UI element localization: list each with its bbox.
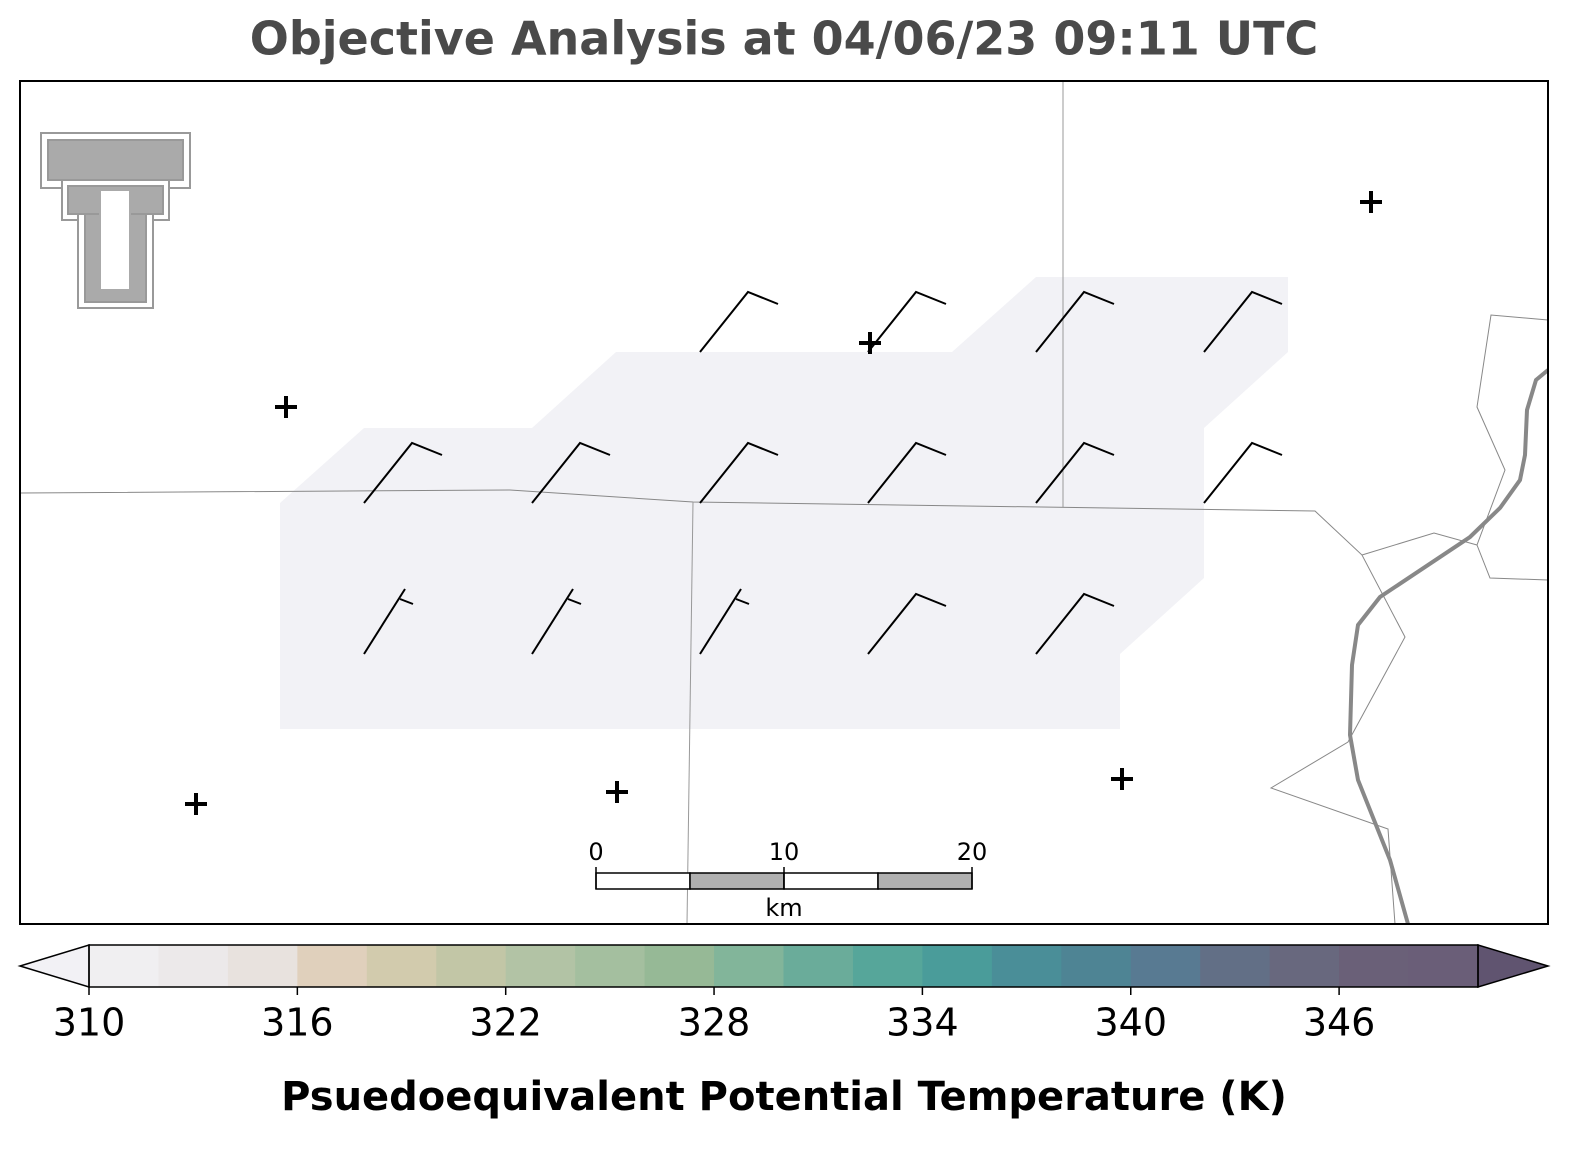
wind-barb (1203, 441, 1283, 504)
county-line (1476, 314, 1549, 581)
scale-tick-label: 20 (957, 838, 988, 866)
colorbar-bin (1130, 945, 1201, 987)
scale-segment (595, 872, 691, 890)
colorbar-tick-label: 322 (469, 1001, 542, 1045)
colorbar-tick-label: 310 (53, 1001, 126, 1045)
scale-segment (689, 872, 785, 890)
scale-tick-label: 10 (769, 838, 800, 866)
wind-barb (1203, 290, 1283, 353)
wind-barb (867, 592, 947, 655)
colorbar-bin (89, 945, 159, 987)
scale-tick-label: 0 (588, 838, 603, 866)
scale-segment (783, 872, 879, 890)
colorbar-tick-label: 346 (1303, 1001, 1376, 1045)
title: Objective Analysis at 04/06/23 09:11 UTC (250, 12, 1319, 66)
colorbar-bin (227, 945, 298, 987)
colorbar-bin (1061, 945, 1132, 987)
colorbar-bin (1408, 945, 1479, 987)
wind-barb (735, 598, 750, 605)
wind-barbs (363, 290, 1283, 655)
wind-barb (699, 290, 779, 353)
colorbar-bin (714, 945, 784, 987)
colorbar-bin (505, 945, 576, 987)
wind-barb (699, 588, 742, 655)
scale-bar: km 0 10 20 (588, 838, 987, 922)
wind-barb (1035, 592, 1115, 655)
wind-barb (1035, 441, 1115, 504)
colorbar-bin (991, 945, 1062, 987)
wind-barb (531, 441, 611, 504)
colorbar-tick-label: 340 (1094, 1001, 1167, 1045)
wind-barb (699, 441, 779, 504)
colorbar-tick-label: 316 (261, 1001, 334, 1045)
colorbar-tick-label: 334 (886, 1001, 959, 1045)
wind-barb (1035, 290, 1115, 353)
wind-barb (531, 588, 574, 655)
colorbar-bin (644, 945, 715, 987)
colorbar-bin (852, 945, 923, 987)
colorbar-bin (783, 945, 854, 987)
river (1347, 368, 1550, 925)
wind-barb (567, 598, 582, 605)
scale-unit: km (765, 894, 802, 922)
colorbar-label: Psuedoequivalent Potential Temperature (… (281, 1074, 1287, 1120)
map-frame (19, 80, 1549, 925)
logo (40, 132, 191, 309)
colorbar-bin (1200, 945, 1271, 987)
colorbar-bin (366, 945, 437, 987)
wind-barb (363, 588, 406, 655)
stations (185, 191, 1382, 815)
scale-segment (877, 872, 973, 890)
colorbar-bin (922, 945, 993, 987)
colorbar-bin (158, 945, 229, 987)
colorbar-bin (575, 945, 646, 987)
colorbar-tick-label: 328 (678, 1001, 751, 1045)
wind-barb (363, 441, 443, 504)
colorbar-extend-low (17, 943, 90, 989)
wind-barb (867, 441, 947, 504)
colorbar-bin (297, 945, 368, 987)
county-line (686, 501, 694, 925)
colorbar-frame (88, 944, 1479, 988)
map (19, 80, 1550, 925)
colorbar-extend-high (1477, 943, 1551, 989)
wind-barb (399, 598, 414, 605)
colorbar-bin (1339, 945, 1410, 987)
colorbar-bin (1269, 945, 1340, 987)
wind-barb (867, 290, 947, 353)
colorbar: Psuedoequivalent Potential Temperature (… (17, 943, 1551, 1120)
colorbar-bin (436, 945, 507, 987)
